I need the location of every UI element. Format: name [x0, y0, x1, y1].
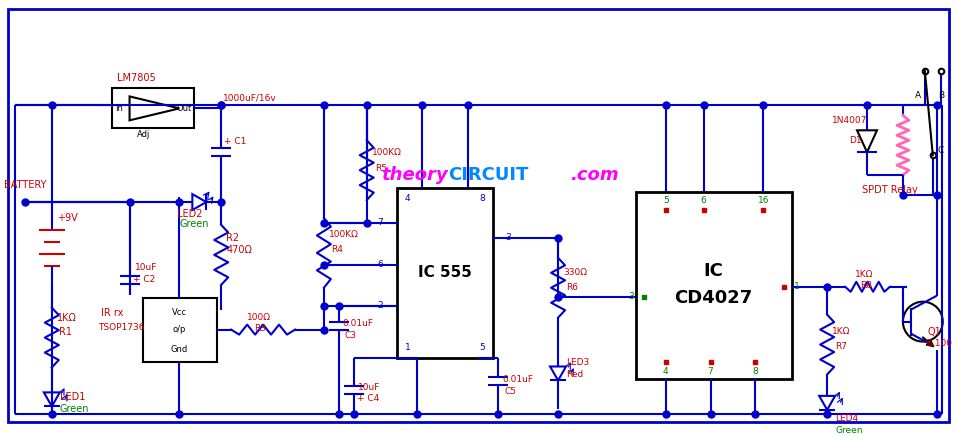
- Text: Q1: Q1: [928, 326, 942, 336]
- Text: R8: R8: [860, 281, 872, 290]
- Text: 10uF: 10uF: [135, 264, 157, 272]
- Text: Green: Green: [179, 219, 209, 229]
- Text: 1: 1: [405, 343, 411, 351]
- Text: 8: 8: [752, 367, 758, 376]
- Text: 5: 5: [663, 196, 669, 205]
- Text: A: A: [915, 91, 921, 100]
- Text: theory: theory: [382, 166, 449, 184]
- Text: 0.01uF: 0.01uF: [343, 319, 374, 328]
- Text: Out: Out: [176, 104, 191, 113]
- Text: 1KΩ: 1KΩ: [833, 327, 851, 336]
- Text: LED2: LED2: [177, 209, 203, 219]
- Text: LED1: LED1: [59, 392, 85, 402]
- Text: Adj: Adj: [137, 130, 150, 139]
- Text: R7: R7: [835, 342, 847, 351]
- Text: 6: 6: [701, 196, 706, 205]
- Bar: [396, 188, 493, 357]
- Text: R1: R1: [58, 326, 72, 336]
- Text: C: C: [938, 146, 944, 155]
- Text: R2: R2: [226, 233, 239, 243]
- Text: IC: IC: [703, 262, 723, 280]
- Text: R3: R3: [255, 324, 266, 333]
- Text: TSOP1736: TSOP1736: [98, 323, 145, 332]
- Text: LM7805: LM7805: [117, 73, 155, 83]
- Text: D1: D1: [849, 136, 861, 145]
- Text: Gnd: Gnd: [170, 345, 188, 354]
- Text: 7: 7: [707, 367, 713, 376]
- Text: + C4: + C4: [357, 394, 379, 403]
- Text: Green: Green: [59, 404, 89, 414]
- Text: 330Ω: 330Ω: [563, 268, 587, 277]
- Text: 3: 3: [628, 292, 634, 301]
- Text: LED3: LED3: [566, 358, 590, 367]
- Text: IC 555: IC 555: [417, 265, 472, 280]
- Text: Vcc: Vcc: [172, 308, 187, 317]
- Text: R4: R4: [331, 246, 343, 254]
- Text: +9V: +9V: [56, 213, 78, 223]
- Text: 0.01uF: 0.01uF: [502, 375, 533, 384]
- Text: 470Ω: 470Ω: [226, 245, 252, 255]
- Text: 4: 4: [405, 194, 411, 203]
- Text: 100Ω: 100Ω: [247, 313, 271, 322]
- Text: BATTERY: BATTERY: [4, 180, 47, 190]
- Text: 4: 4: [663, 367, 669, 376]
- Text: IR rx: IR rx: [100, 308, 123, 318]
- Text: 10uF: 10uF: [358, 383, 380, 392]
- Text: 1: 1: [794, 282, 800, 291]
- Text: 6: 6: [377, 260, 383, 269]
- Text: 7: 7: [377, 218, 383, 228]
- Text: C5: C5: [504, 387, 516, 396]
- Text: 1000uF/16v: 1000uF/16v: [223, 94, 277, 103]
- Text: CD4027: CD4027: [675, 289, 752, 307]
- Text: 5: 5: [479, 343, 485, 351]
- Text: In: In: [116, 104, 123, 113]
- Text: + C2: + C2: [133, 275, 155, 284]
- Text: CIRCUIT: CIRCUIT: [449, 166, 529, 184]
- Bar: [112, 88, 194, 128]
- Text: 2: 2: [377, 301, 383, 310]
- Text: Red: Red: [566, 370, 584, 379]
- Text: SPDT Relay: SPDT Relay: [862, 185, 918, 195]
- Text: 1N4007: 1N4007: [833, 116, 867, 125]
- Text: R6: R6: [566, 283, 578, 292]
- Text: .com: .com: [570, 166, 618, 184]
- Text: B: B: [938, 91, 944, 100]
- Text: + C1: + C1: [224, 137, 247, 146]
- Text: R5: R5: [375, 164, 387, 173]
- Text: LED4: LED4: [835, 414, 858, 423]
- Text: 100KΩ: 100KΩ: [329, 230, 359, 239]
- Text: 100KΩ: 100KΩ: [371, 148, 402, 157]
- Text: 8: 8: [479, 194, 485, 203]
- Text: 1KΩ: 1KΩ: [855, 271, 874, 279]
- Text: SL100: SL100: [924, 339, 953, 348]
- Bar: [143, 298, 217, 361]
- Text: Green: Green: [835, 426, 862, 435]
- Bar: [635, 192, 792, 379]
- Text: C3: C3: [345, 331, 357, 340]
- Text: o/p: o/p: [172, 325, 186, 334]
- Text: 16: 16: [758, 196, 769, 205]
- Text: 1KΩ: 1KΩ: [56, 312, 77, 323]
- Text: 3: 3: [505, 233, 511, 243]
